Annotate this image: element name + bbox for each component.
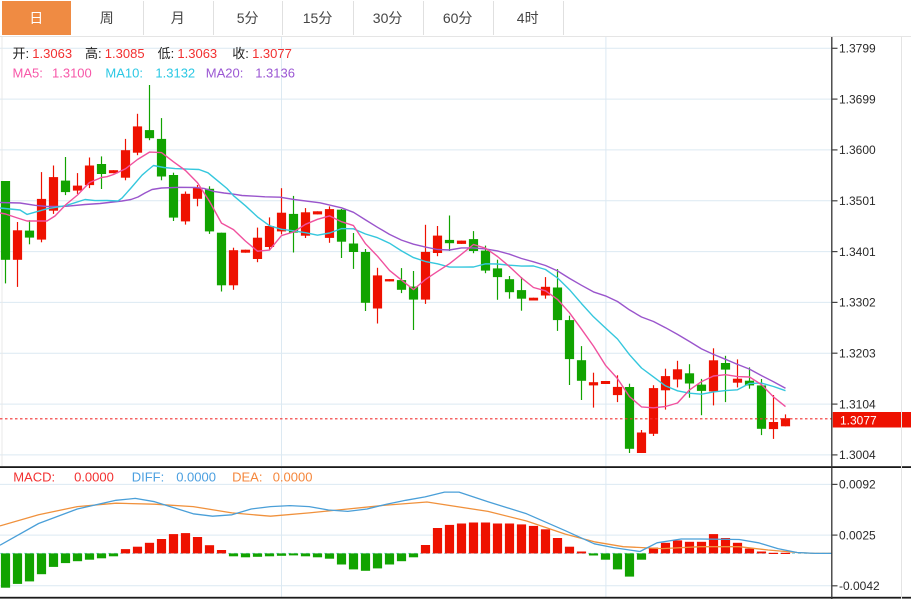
svg-text:高:: 高:: [85, 46, 102, 61]
svg-text:低:: 低:: [158, 46, 175, 61]
svg-text:1.3004: 1.3004: [839, 448, 876, 462]
svg-text:DEA:0.0000: DEA: 0.0000: [232, 469, 312, 484]
svg-text:-0.0042: -0.0042: [839, 579, 880, 593]
svg-text:1.3799: 1.3799: [839, 42, 876, 56]
svg-text:1.3501: 1.3501: [839, 194, 876, 208]
svg-text:1.3077: 1.3077: [840, 413, 877, 427]
svg-text:0.0025: 0.0025: [839, 528, 876, 542]
svg-text:1.3063: 1.3063: [32, 46, 72, 61]
svg-text:DIFF:0.0000: DIFF: 0.0000: [132, 469, 216, 484]
svg-text:1.3699: 1.3699: [839, 92, 876, 106]
svg-text:1.3302: 1.3302: [839, 296, 876, 310]
svg-text:MA10: 1.3132: MA10: 1.3132: [105, 66, 195, 81]
svg-text:0.0092: 0.0092: [839, 478, 876, 492]
svg-text:1.3085: 1.3085: [105, 46, 145, 61]
svg-text:1.3600: 1.3600: [839, 143, 876, 157]
svg-text:MA20: 1.3136: MA20: 1.3136: [206, 66, 295, 81]
svg-text:1.3063: 1.3063: [177, 46, 217, 61]
svg-text:MACD:0.0000: MACD: 0.0000: [13, 469, 114, 484]
svg-text:开:: 开:: [13, 46, 30, 61]
svg-text:收:: 收:: [232, 46, 249, 61]
svg-text:1.3104: 1.3104: [839, 397, 876, 411]
svg-text:MA5: 1.3100: MA5: 1.3100: [13, 66, 92, 81]
svg-text:1.3401: 1.3401: [839, 245, 876, 259]
svg-text:1.3203: 1.3203: [839, 346, 876, 360]
svg-text:1.3077: 1.3077: [252, 46, 292, 61]
